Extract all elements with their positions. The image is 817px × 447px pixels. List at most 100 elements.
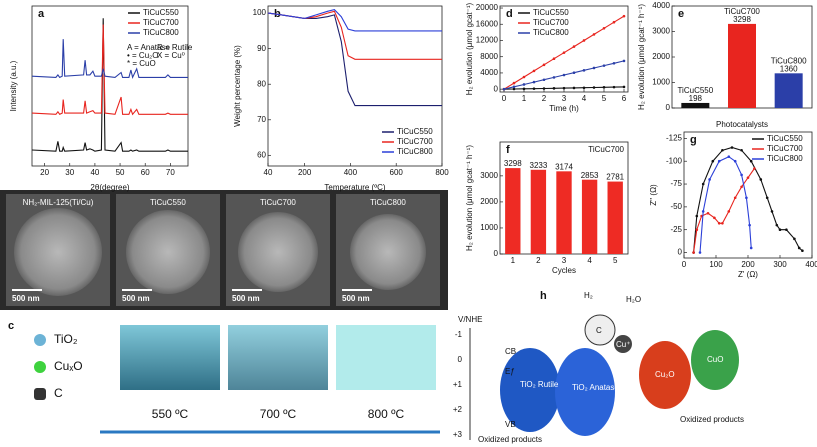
y-axis-label: H₂ evolution (μmol gcat⁻¹ h⁻¹) [465, 145, 474, 251]
legend-text: TiCuC700 [397, 137, 433, 146]
h2o: H₂O [626, 295, 641, 304]
point [698, 251, 702, 254]
y-tick-label: 12000 [476, 36, 499, 45]
point [733, 196, 737, 200]
point [713, 216, 716, 220]
schematic-h: h V/NHE -1 0 +1 +2 +3 CB VB Eƒ TiO₂ Ruti… [453, 290, 744, 444]
potential-tick: 0 [458, 355, 463, 364]
x-tick-label: 3 [562, 256, 567, 265]
legend-text: TiO₂ [54, 332, 78, 346]
x-tick-label: 70 [166, 168, 175, 177]
schematic-c: c TiO₂ CuₓO C 550 ºC 700 ºC 800 ºC [8, 320, 440, 434]
legend-text: TiCuC550 [533, 8, 569, 17]
y-tick-label: 70 [257, 115, 266, 124]
x-axis-label: 2θ(degree) [90, 183, 129, 192]
x-tick-label: 2 [542, 94, 547, 103]
panel-label: a [38, 8, 45, 20]
plot-frame [267, 5, 443, 167]
cu-label: Cu⁺ [616, 340, 630, 349]
annotation: X = Cu⁰ [157, 51, 185, 60]
oxidized: Oxidized products [680, 415, 744, 424]
x-tick-label: 5 [602, 94, 607, 103]
cylinder [336, 325, 436, 390]
y-tick-label: 3000 [480, 171, 498, 180]
category-label: TiCuC800 [771, 56, 807, 65]
tio2-icon [34, 334, 46, 346]
point [522, 83, 526, 86]
potential-tick: +3 [453, 430, 463, 439]
x-tick-label: 5 [613, 256, 618, 265]
cu2o [639, 341, 691, 409]
cuo-label: CuO [707, 355, 723, 364]
value-label: 1360 [780, 64, 798, 73]
y-tick-label: 8000 [480, 52, 498, 61]
y-axis-label: H₂ evolution (μmol gcat⁻¹ h⁻¹) [637, 4, 646, 110]
cb: CB [505, 347, 516, 356]
point [759, 178, 763, 181]
point [775, 223, 779, 227]
y-tick-label: 60 [257, 150, 266, 159]
legend-text: TiCuC700 [143, 18, 179, 27]
bar [556, 171, 572, 254]
y-tick-label: 1000 [480, 223, 498, 232]
y-tick-label: 80 [257, 79, 266, 88]
ef: Eƒ [505, 367, 515, 376]
temperature: 550 ºC [152, 407, 189, 421]
point [572, 86, 576, 90]
anatase-label: TiO₂ Anatase [572, 383, 619, 392]
panel-label: d [506, 8, 513, 20]
y-tick-label: 4000 [480, 68, 498, 77]
bar [681, 102, 710, 108]
point [801, 249, 804, 252]
temperature: 700 ºC [260, 407, 297, 421]
y-tick-label: -25 [670, 225, 682, 234]
x-tick-label: 200 [298, 168, 312, 177]
point [765, 196, 769, 200]
point [512, 81, 516, 85]
point [612, 85, 616, 89]
point [622, 59, 626, 63]
point [778, 228, 782, 231]
point [612, 61, 616, 65]
value-label: 198 [689, 94, 703, 103]
series-line [267, 8, 442, 32]
carbon-label: C [596, 326, 602, 335]
point [711, 159, 715, 163]
legend-text: TiCuC550 [397, 127, 433, 136]
carbon [584, 314, 616, 346]
point [562, 86, 566, 90]
point [749, 159, 753, 163]
point [592, 86, 596, 89]
particle [14, 208, 102, 296]
series-line [31, 18, 188, 152]
x-tick-label: 0 [682, 260, 687, 269]
scale-text: 500 nm [122, 294, 150, 303]
point [512, 87, 516, 91]
x-axis-label: Cycles [552, 266, 576, 275]
legend-text: TiCuC800 [767, 154, 803, 163]
y-tick-label: 0 [494, 84, 499, 93]
particle [238, 212, 318, 292]
point [701, 182, 705, 186]
y-axis-label: Intensity (a.u.) [9, 60, 18, 111]
y-tick-label: 0 [678, 248, 683, 257]
point [532, 69, 536, 73]
y-tick-label: 3000 [652, 27, 670, 36]
point [572, 45, 576, 48]
point [749, 246, 753, 250]
scale-text: 500 nm [232, 294, 260, 303]
scale-text: 500 nm [12, 294, 40, 303]
x-tick-label: 400 [805, 260, 817, 269]
x-axis-label: Temperature (ºC) [324, 183, 385, 192]
point [552, 57, 556, 61]
point [602, 27, 606, 30]
point [753, 167, 756, 170]
x-tick-label: 600 [390, 168, 404, 177]
x-tick-label: 1 [522, 94, 527, 103]
legend-text: TiCuC700 [533, 18, 569, 27]
legend-text: TiCuC550 [767, 134, 803, 143]
value-label: 3298 [504, 159, 522, 168]
point [572, 71, 576, 74]
series-line [267, 10, 442, 60]
point [612, 20, 616, 24]
